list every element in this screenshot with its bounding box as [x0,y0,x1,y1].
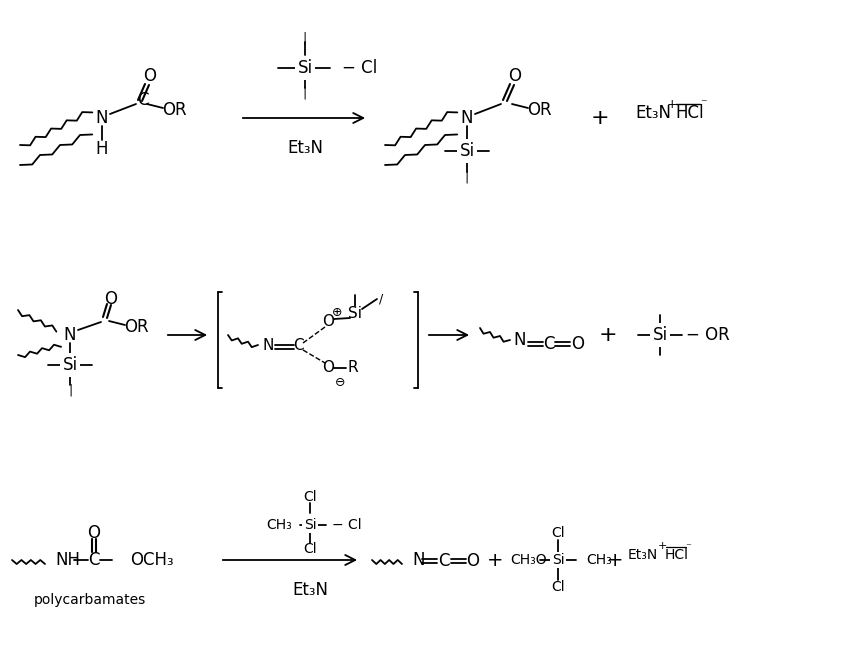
Text: Cl: Cl [303,490,317,504]
Text: Cl: Cl [551,526,565,540]
Text: Si: Si [63,356,77,374]
Text: /: / [379,293,383,305]
Text: C: C [438,552,449,570]
Text: O: O [322,315,334,329]
Text: Si: Si [304,518,316,532]
Text: N: N [461,109,474,127]
Text: Cl: Cl [303,542,317,556]
Text: OR: OR [527,101,551,119]
Text: +: + [657,541,666,551]
Text: |: | [465,170,469,183]
Text: N: N [514,331,526,349]
Text: R: R [348,360,358,376]
Text: +: + [607,550,623,570]
Text: Si: Si [304,518,316,532]
Text: − OR: − OR [686,326,730,344]
Text: Si: Si [297,59,313,77]
Text: OR: OR [124,318,148,336]
Text: Et₃N: Et₃N [628,548,659,562]
Text: NH: NH [55,551,80,569]
Text: ⊕: ⊕ [331,307,343,319]
Text: C: C [88,551,100,569]
Text: Cl: Cl [551,580,565,594]
Text: Si: Si [348,305,362,321]
Text: +: + [591,108,610,128]
Text: Et₃N: Et₃N [287,139,323,157]
Text: OR: OR [162,101,186,119]
Text: C: C [293,338,303,354]
Text: O: O [88,524,101,542]
Text: O: O [467,552,480,570]
Text: +: + [598,325,617,345]
Text: |: | [303,32,307,44]
Text: polycarbamates: polycarbamates [34,593,146,607]
Text: CH₃O: CH₃O [510,553,547,567]
Text: H: H [96,140,108,158]
Text: ⁻: ⁻ [685,542,691,552]
Text: O: O [572,335,585,353]
Text: ⁻: ⁻ [700,97,707,111]
Text: O: O [144,67,157,85]
Text: Et₃N: Et₃N [635,104,671,122]
Text: N: N [412,551,424,569]
Text: |: | [68,384,72,397]
Text: Si: Si [460,142,474,160]
Text: ⊖: ⊖ [335,376,345,389]
Text: O: O [322,360,334,376]
Text: +: + [666,97,678,111]
Text: − Cl: − Cl [342,59,377,77]
Text: − Cl: − Cl [332,518,362,532]
Text: O: O [509,67,522,85]
Text: Si: Si [552,553,564,567]
Text: +: + [486,550,503,570]
Text: HCl: HCl [665,548,689,562]
Text: Si: Si [552,553,564,567]
Text: O: O [104,290,117,308]
Text: HCl: HCl [675,104,703,122]
Text: N: N [263,338,274,352]
Text: Et₃N: Et₃N [292,581,328,599]
Text: C: C [137,91,149,109]
Text: OCH₃: OCH₃ [130,551,174,569]
Text: N: N [64,326,77,344]
Text: N: N [96,109,108,127]
Text: |: | [303,87,307,99]
Text: CH₃: CH₃ [586,553,612,567]
Text: Si: Si [297,59,313,77]
Text: C: C [543,335,554,353]
Text: CH₃: CH₃ [266,518,292,532]
Text: Si: Si [653,326,667,344]
